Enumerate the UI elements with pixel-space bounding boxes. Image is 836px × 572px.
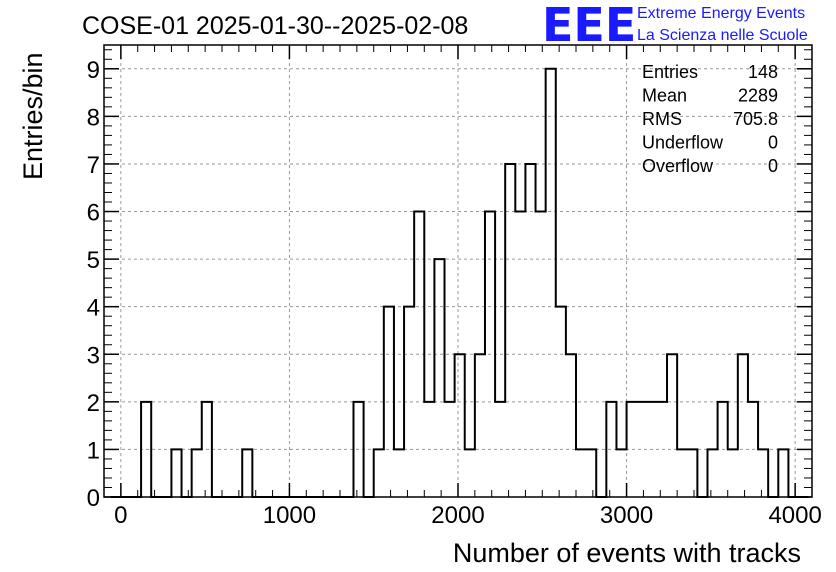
y-tick-label: 8: [87, 104, 100, 131]
eee-logo-line1: Extreme Energy Events: [637, 5, 805, 22]
stat-label: Entries: [642, 62, 698, 82]
x-tick-label: 4000: [768, 502, 821, 529]
x-tick-label: 3000: [600, 502, 653, 529]
x-tick-labels: 0 1000 2000 3000 4000: [114, 502, 822, 529]
stat-label: Underflow: [642, 133, 724, 153]
stat-value: 0: [768, 133, 778, 153]
eee-logo: EEE Extreme Energy Events La Scienza nel…: [542, 0, 808, 52]
y-tick-label: 4: [87, 295, 100, 322]
y-tick-label: 1: [87, 437, 100, 464]
y-tick-labels: 0 1 2 3 4 5 6 7 8 9: [87, 57, 100, 512]
stat-value: 2289: [738, 86, 778, 106]
chart-title: COSE-01 2025-01-30--2025-02-08: [82, 12, 468, 40]
histogram-step-line: [110, 67, 809, 498]
stat-value: 0: [768, 156, 778, 176]
y-tick-label: 6: [87, 200, 100, 227]
stat-value: 148: [748, 62, 778, 82]
stats-box: Entries 148 Mean 2289 RMS 705.8 Underflow 0 Over…: [642, 62, 778, 176]
stat-label: Overflow: [642, 156, 714, 176]
stat-label: Mean: [642, 86, 687, 106]
y-tick-label: 0: [87, 485, 100, 512]
y-tick-label: 3: [87, 342, 100, 369]
y-tick-label: 9: [87, 57, 100, 84]
y-tick-label: 2: [87, 390, 100, 417]
x-tick-label: 0: [114, 502, 127, 529]
stat-label: RMS: [642, 109, 682, 129]
axis-ticks: [103, 45, 813, 498]
eee-logo-mark: EEE: [542, 0, 636, 52]
eee-logo-line2: La Scienza nelle Scuole: [637, 27, 808, 44]
y-axis-label: Entries/bin: [18, 52, 48, 180]
x-axis-label: Number of events with tracks: [453, 538, 801, 568]
x-tick-label: 2000: [431, 502, 484, 529]
stat-value: 705.8: [733, 109, 778, 129]
grid-lines: [104, 45, 812, 497]
y-tick-label: 7: [87, 152, 100, 179]
y-tick-label: 5: [87, 247, 100, 274]
x-tick-label: 1000: [263, 502, 316, 529]
